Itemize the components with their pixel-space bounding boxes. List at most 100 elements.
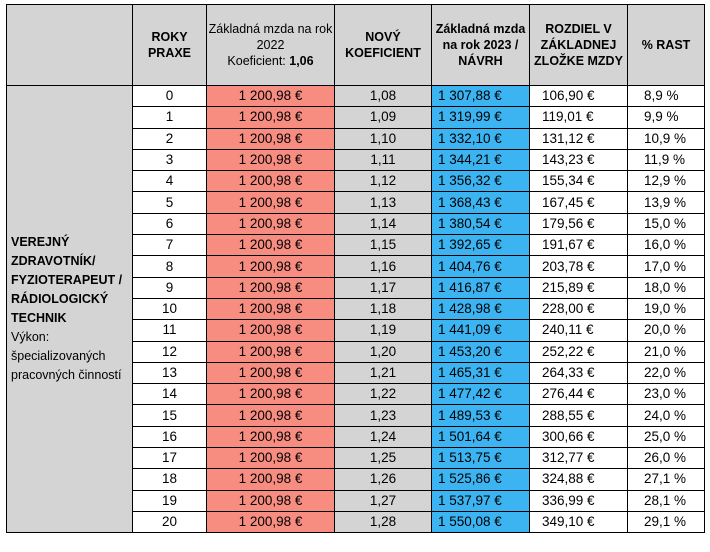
growth-cell: 22,0 % bbox=[627, 361, 705, 385]
growth-cell: 25,0 % bbox=[627, 425, 705, 449]
coefficient-cell: 1,08 bbox=[334, 84, 432, 108]
difference-cell: 336,99 € bbox=[529, 489, 628, 512]
header-category bbox=[6, 4, 133, 86]
growth-cell: 19,0 % bbox=[627, 297, 705, 321]
years-cell: 15 bbox=[132, 404, 207, 427]
years-cell: 0 bbox=[132, 84, 207, 108]
salary-2023-cell: 1 307,88 € bbox=[431, 84, 530, 108]
growth-cell: 12,9 % bbox=[627, 170, 705, 193]
salary-2023-cell: 1 501,64 € bbox=[431, 425, 530, 449]
header-base-2022: Základná mzda na rok 2022 Koeficient: 1,… bbox=[206, 4, 335, 86]
salary-2023-cell: 1 453,20 € bbox=[431, 340, 530, 363]
coefficient-cell: 1,15 bbox=[334, 234, 432, 257]
years-cell: 9 bbox=[132, 276, 207, 299]
salary-2023-cell: 1 489,53 € bbox=[431, 404, 530, 427]
years-cell: 8 bbox=[132, 255, 207, 278]
salary-2022-cell: 1 200,98 € bbox=[206, 319, 335, 342]
coefficient-cell: 1,09 bbox=[334, 106, 432, 129]
years-cell: 17 bbox=[132, 447, 207, 470]
years-cell: 18 bbox=[132, 468, 207, 491]
years-cell: 5 bbox=[132, 191, 207, 214]
salary-2022-cell: 1 200,98 € bbox=[206, 127, 335, 150]
salary-2023-cell: 1 332,10 € bbox=[431, 127, 530, 150]
difference-cell: 252,22 € bbox=[529, 340, 628, 363]
coefficient-cell: 1,25 bbox=[334, 447, 432, 470]
years-cell: 2 bbox=[132, 127, 207, 150]
growth-cell: 18,0 % bbox=[627, 276, 705, 299]
coefficient-cell: 1,21 bbox=[334, 361, 432, 385]
growth-cell: 15,0 % bbox=[627, 212, 705, 236]
difference-cell: 228,00 € bbox=[529, 297, 628, 321]
difference-cell: 215,89 € bbox=[529, 276, 628, 299]
category-subtitle: Výkon: špecializovaných pracovných činno… bbox=[11, 330, 122, 383]
years-cell: 14 bbox=[132, 383, 207, 406]
coefficient-cell: 1,10 bbox=[334, 127, 432, 150]
salary-2023-cell: 1 441,09 € bbox=[431, 319, 530, 342]
years-cell: 4 bbox=[132, 170, 207, 193]
salary-2022-cell: 1 200,98 € bbox=[206, 447, 335, 470]
salary-2022-cell: 1 200,98 € bbox=[206, 106, 335, 129]
salary-2022-cell: 1 200,98 € bbox=[206, 404, 335, 427]
growth-cell: 20,0 % bbox=[627, 319, 705, 342]
header-growth: % RAST bbox=[627, 4, 705, 86]
salary-table: ROKY PRAXE Základná mzda na rok 2022 Koe… bbox=[6, 4, 705, 534]
difference-cell: 143,23 € bbox=[529, 148, 628, 172]
salary-2022-cell: 1 200,98 € bbox=[206, 148, 335, 172]
difference-cell: 324,88 € bbox=[529, 468, 628, 491]
coefficient-cell: 1,13 bbox=[334, 191, 432, 214]
table-row: 20 1 200,98 €1,28 1 550,08 €349,10 €29,1 % bbox=[7, 510, 705, 534]
coefficient-cell: 1,20 bbox=[334, 340, 432, 363]
salary-2022-cell: 1 200,98 € bbox=[206, 510, 335, 534]
difference-cell: 131,12 € bbox=[529, 127, 628, 150]
table-row: 13 1 200,98 €1,21 1 465,31 €264,33 €22,0 % bbox=[7, 361, 705, 385]
header-years: ROKY PRAXE bbox=[132, 4, 207, 86]
growth-cell: 11,9 % bbox=[627, 148, 705, 172]
header-coef-label: Koeficient: bbox=[227, 54, 290, 68]
table-row: 12 1 200,98 €1,20 1 453,20 €252,22 €21,0 % bbox=[7, 340, 705, 363]
difference-cell: 288,55 € bbox=[529, 404, 628, 427]
salary-2023-cell: 1 550,08 € bbox=[431, 510, 530, 534]
coefficient-cell: 1,26 bbox=[334, 468, 432, 491]
salary-2023-cell: 1 428,98 € bbox=[431, 297, 530, 321]
difference-cell: 312,77 € bbox=[529, 447, 628, 470]
salary-2023-cell: 1 525,86 € bbox=[431, 468, 530, 491]
years-cell: 13 bbox=[132, 361, 207, 385]
table-row: VEREJNÝ ZDRAVOTNÍK/ FYZIOTERAPEUT / RÁDI… bbox=[6, 84, 705, 534]
growth-cell: 24,0 % bbox=[627, 404, 705, 427]
header-base-2023: Základná mzda na rok 2023 / NÁVRH bbox=[431, 4, 530, 86]
growth-cell: 26,0 % bbox=[627, 447, 705, 470]
growth-cell: 23,0 % bbox=[627, 383, 705, 406]
difference-cell: 119,01 € bbox=[529, 106, 628, 129]
salary-2022-cell: 1 200,98 € bbox=[206, 468, 335, 491]
salary-2023-cell: 1 380,54 € bbox=[431, 212, 530, 236]
salary-2022-cell: 1 200,98 € bbox=[206, 276, 335, 299]
salary-2022-cell: 1 200,98 € bbox=[206, 383, 335, 406]
table-row: 11 1 200,98 €1,19 1 441,09 €240,11 €20,0 % bbox=[7, 319, 705, 342]
table-row: 18 1 200,98 €1,26 1 525,86 €324,88 €27,1 % bbox=[7, 468, 705, 491]
coefficient-cell: 1,11 bbox=[334, 148, 432, 172]
years-cell: 12 bbox=[132, 340, 207, 363]
difference-cell: 276,44 € bbox=[529, 383, 628, 406]
growth-cell: 27,1 % bbox=[627, 468, 705, 491]
coefficient-cell: 1,22 bbox=[334, 383, 432, 406]
coefficient-cell: 1,17 bbox=[334, 276, 432, 299]
years-cell: 20 bbox=[132, 510, 207, 534]
difference-cell: 203,78 € bbox=[529, 255, 628, 278]
header-row: ROKY PRAXE Základná mzda na rok 2022 Koe… bbox=[6, 4, 705, 86]
salary-2023-cell: 1 368,43 € bbox=[431, 191, 530, 214]
salary-2022-cell: 1 200,98 € bbox=[206, 297, 335, 321]
table-row: 15 1 200,98 €1,23 1 489,53 €288,55 €24,0 % bbox=[7, 404, 705, 427]
salary-2022-cell: 1 200,98 € bbox=[206, 212, 335, 236]
table-row: 17 1 200,98 €1,25 1 513,75 €312,77 €26,0 % bbox=[7, 447, 705, 470]
salary-2023-cell: 1 404,76 € bbox=[431, 255, 530, 278]
growth-cell: 29,1 % bbox=[627, 510, 705, 534]
difference-cell: 179,56 € bbox=[529, 212, 628, 236]
difference-cell: 191,67 € bbox=[529, 234, 628, 257]
table-row: 16 1 200,98 €1,24 1 501,64 €300,66 €25,0 % bbox=[7, 425, 705, 449]
